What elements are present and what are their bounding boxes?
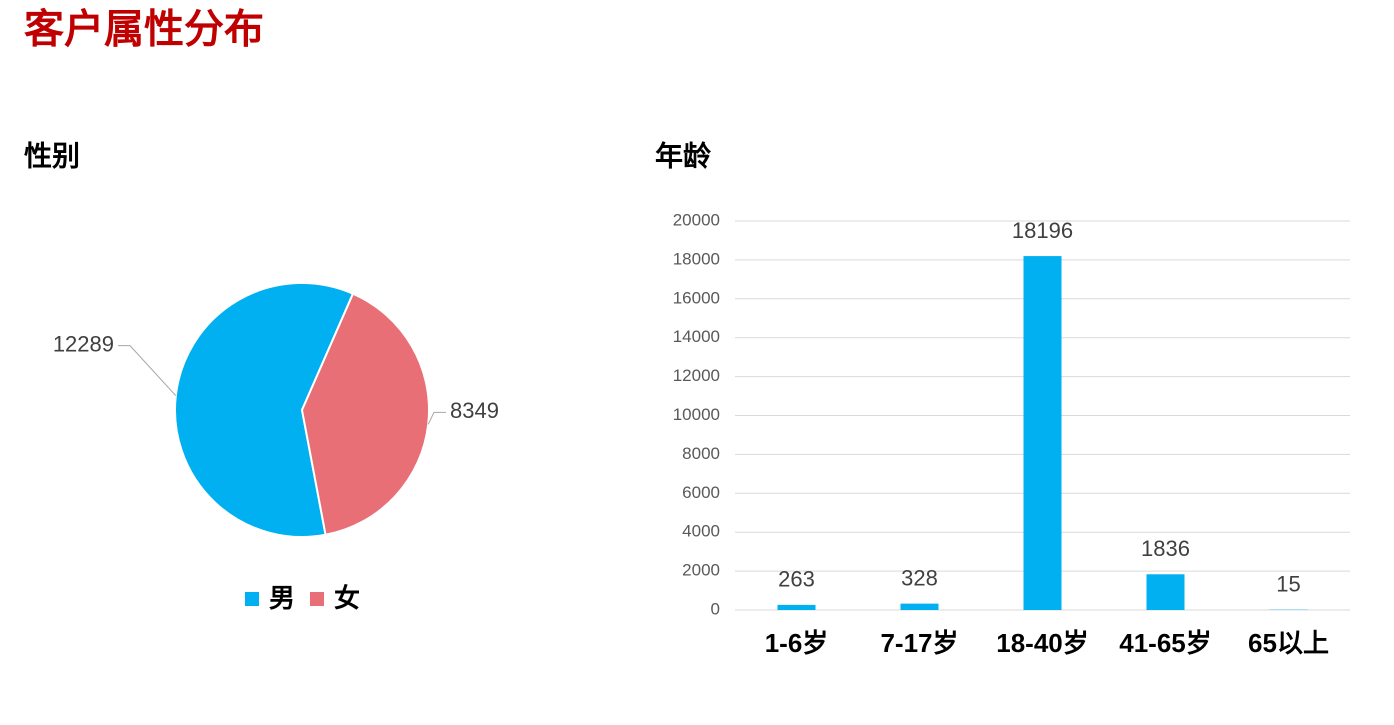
y-tick-label: 8000 (682, 444, 720, 463)
page-title: 客户属性分布 (24, 8, 264, 52)
data-label: 263 (778, 567, 815, 592)
legend-swatch (310, 592, 324, 606)
legend-label: 男 (269, 583, 295, 613)
x-tick-label: 18-40岁 (996, 628, 1089, 658)
bar (900, 603, 939, 610)
bar (1146, 574, 1185, 610)
y-tick-label: 18000 (673, 249, 720, 268)
y-tick-label: 0 (711, 599, 720, 618)
y-tick-label: 12000 (673, 366, 720, 385)
pie-slice (174, 282, 355, 538)
x-tick-label: 1-6岁 (765, 628, 829, 658)
chart-title: 性别 (24, 140, 80, 171)
bar (1023, 256, 1062, 610)
leader-line (427, 411, 446, 425)
bar (777, 604, 816, 610)
data-label: 15 (1276, 572, 1300, 597)
x-tick-label: 41-65岁 (1119, 628, 1212, 658)
y-tick-label: 20000 (673, 210, 720, 229)
data-label: 18196 (1012, 218, 1073, 243)
y-tick-label: 16000 (673, 288, 720, 307)
data-label: 1836 (1141, 536, 1190, 561)
y-tick-label: 14000 (673, 327, 720, 346)
x-tick-label: 7-17岁 (880, 628, 958, 658)
data-label: 8349 (450, 398, 499, 423)
chart-title: 年龄 (655, 139, 712, 171)
y-tick-label: 2000 (682, 561, 720, 580)
y-tick-label: 6000 (682, 483, 720, 502)
x-tick-label: 65以上 (1248, 628, 1329, 658)
pie-slice (300, 292, 430, 536)
y-tick-label: 4000 (682, 522, 720, 541)
data-label: 12289 (53, 331, 114, 356)
y-tick-label: 10000 (673, 405, 720, 424)
data-label: 328 (901, 565, 938, 590)
legend-label: 女 (334, 583, 360, 613)
legend-swatch (245, 592, 259, 606)
leader-line (118, 345, 177, 397)
